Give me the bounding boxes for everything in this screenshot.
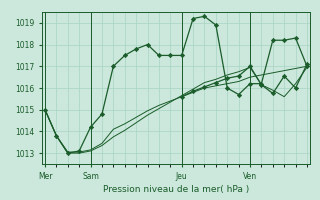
X-axis label: Pression niveau de la mer( hPa ): Pression niveau de la mer( hPa ) <box>103 185 249 194</box>
